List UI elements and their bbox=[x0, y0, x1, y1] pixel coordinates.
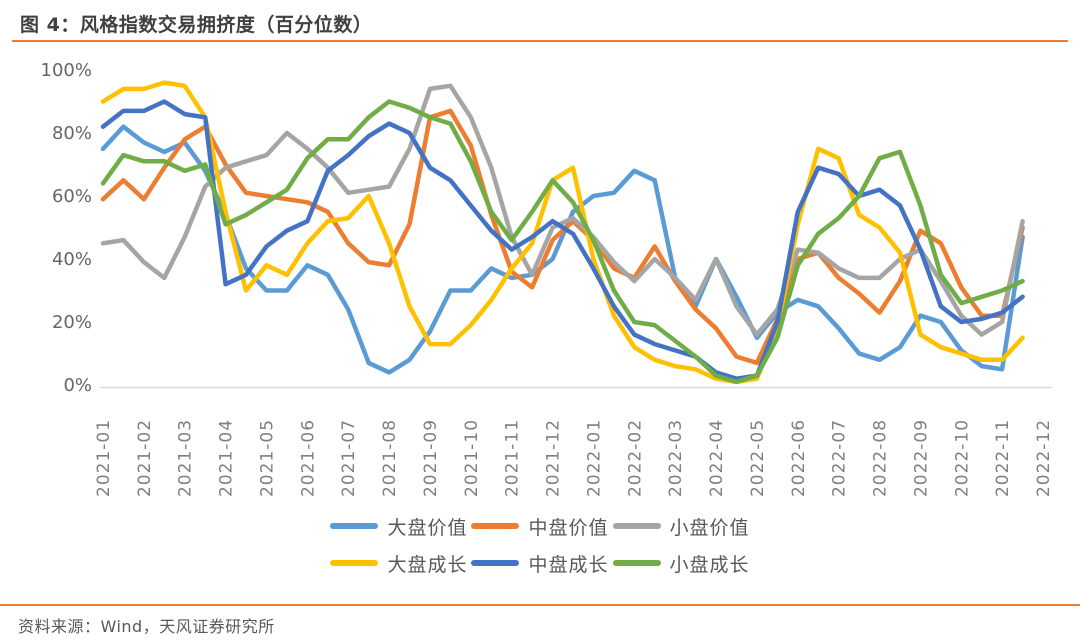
legend-row: 大盘价值 中盘价值 小盘价值 bbox=[328, 509, 751, 543]
y-tick-label: 60% bbox=[52, 186, 92, 207]
chart-legend: 大盘价值 中盘价值 小盘价值 大盘成长 中盘成长 小盘成长 bbox=[0, 509, 1080, 580]
legend-marker bbox=[330, 560, 379, 566]
series-line-3 bbox=[100, 80, 1025, 385]
x-tick-label: 2021-07 bbox=[339, 419, 359, 497]
legend-marker bbox=[471, 560, 520, 566]
series-line-2 bbox=[100, 83, 1025, 337]
x-tick-label: 2022-12 bbox=[1034, 419, 1054, 497]
x-tick-label: 2021-11 bbox=[503, 419, 523, 497]
legend-marker bbox=[612, 560, 661, 566]
legend-marker bbox=[612, 523, 661, 529]
x-tick-label: 2021-03 bbox=[176, 419, 196, 497]
x-tick-label: 2021-06 bbox=[298, 419, 318, 497]
title-rule bbox=[12, 40, 1068, 42]
legend-label: 中盘价值 bbox=[528, 516, 609, 539]
line-chart: 0% 20% 40% 60% 80% 100% 2021-01 2021-02 2021-03 2… bbox=[41, 60, 1054, 497]
legend-item: 大盘成长 bbox=[330, 546, 467, 580]
x-tick-label: 2021-04 bbox=[217, 419, 237, 497]
x-tick-label: 2022-05 bbox=[748, 419, 768, 497]
x-tick-label: 2022-08 bbox=[871, 419, 891, 497]
x-tick-label: 2022-10 bbox=[952, 419, 972, 497]
series-line-4 bbox=[100, 99, 1025, 381]
x-tick-label: 2022-07 bbox=[830, 419, 850, 497]
y-tick-label: 20% bbox=[52, 312, 92, 333]
y-tick-label: 0% bbox=[63, 375, 92, 396]
y-tick-label: 40% bbox=[52, 249, 92, 270]
x-tick-label: 2021-05 bbox=[257, 419, 277, 497]
x-tick-label: 2022-03 bbox=[666, 419, 686, 497]
legend-label: 大盘成长 bbox=[387, 553, 468, 576]
y-tick-label: 80% bbox=[52, 123, 92, 144]
legend-row: 大盘成长 中盘成长 小盘成长 bbox=[328, 546, 751, 580]
legend-label: 中盘成长 bbox=[528, 553, 609, 576]
legend-item: 中盘成长 bbox=[471, 546, 608, 580]
legend-label: 小盘成长 bbox=[669, 553, 750, 576]
x-tick-label: 2021-10 bbox=[462, 419, 482, 497]
x-tick-label: 2022-01 bbox=[584, 419, 604, 497]
x-tick-label: 2022-02 bbox=[625, 419, 645, 497]
series-line-5 bbox=[100, 99, 1025, 385]
legend-item: 大盘价值 bbox=[330, 509, 467, 543]
x-tick-label: 2021-09 bbox=[421, 419, 441, 497]
figure-title: 图 4：风格指数交易拥挤度（百分位数） bbox=[20, 14, 373, 36]
legend-label: 小盘价值 bbox=[669, 516, 750, 539]
x-tick-label: 2022-06 bbox=[789, 419, 809, 497]
y-tick-label: 100% bbox=[41, 60, 92, 81]
series-line-1 bbox=[100, 108, 1025, 366]
x-tick-label: 2022-09 bbox=[911, 419, 931, 497]
legend-label: 大盘价值 bbox=[387, 516, 468, 539]
legend-item: 中盘价值 bbox=[471, 509, 608, 543]
legend-marker bbox=[471, 523, 520, 529]
legend-item: 小盘价值 bbox=[612, 509, 750, 543]
x-tick-label: 2021-02 bbox=[135, 419, 155, 497]
x-tick-label: 2021-12 bbox=[544, 419, 564, 497]
x-tick-label: 2022-11 bbox=[993, 419, 1013, 497]
source-note: 资料来源：Wind，天风证券研究所 bbox=[18, 617, 275, 636]
x-tick-label: 2021-08 bbox=[380, 419, 400, 497]
x-tick-label: 2021-01 bbox=[94, 419, 114, 497]
legend-item: 小盘成长 bbox=[612, 546, 750, 580]
x-tick-label: 2022-04 bbox=[707, 419, 727, 497]
legend-marker bbox=[330, 523, 379, 529]
footer-rule bbox=[0, 604, 1080, 606]
